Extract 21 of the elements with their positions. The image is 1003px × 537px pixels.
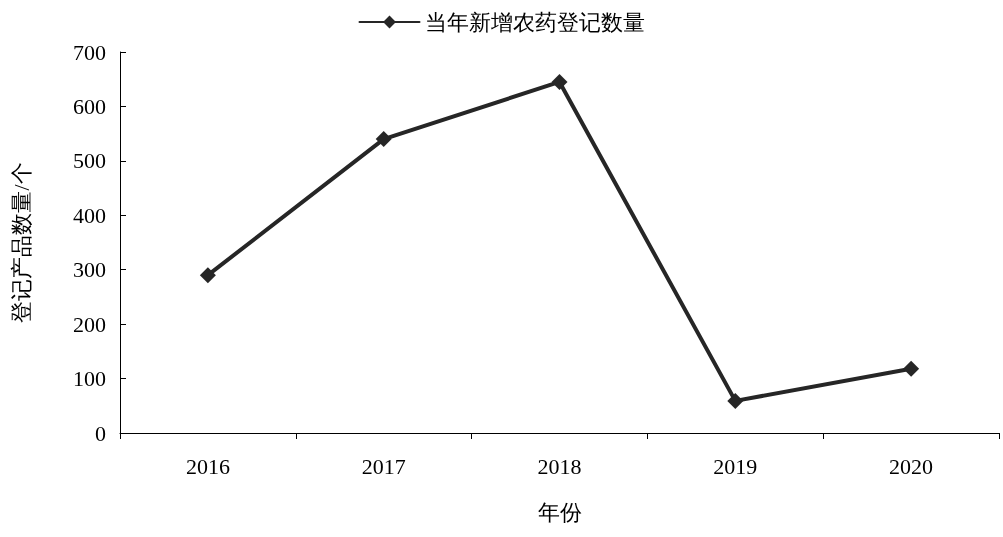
point [903,360,920,377]
x-axis-title: 年份 [537,499,582,525]
point [727,392,744,409]
y-axis-title: 登记产品数量/个 [8,162,34,323]
legend-label: 当年新增农药登记数量 [424,9,645,35]
x-tick-label: 2019 [713,453,758,479]
y-tick-label: 500 [73,148,106,174]
y-tick-label: 700 [73,39,106,65]
x-tick-label: 2016 [185,453,230,479]
y-tick-label: 100 [73,366,106,392]
y-tick-label: 0 [95,420,106,446]
point [199,267,216,284]
x-tick-label: 2018 [537,453,582,479]
y-tick-label: 600 [73,93,106,119]
point [551,73,568,90]
x-tick-label: 2017 [361,453,406,479]
x-tick-label: 2020 [889,453,934,479]
y-tick-label: 200 [73,311,106,337]
point [375,131,392,148]
y-tick-label: 400 [73,202,106,228]
y-tick-label: 300 [73,257,106,283]
